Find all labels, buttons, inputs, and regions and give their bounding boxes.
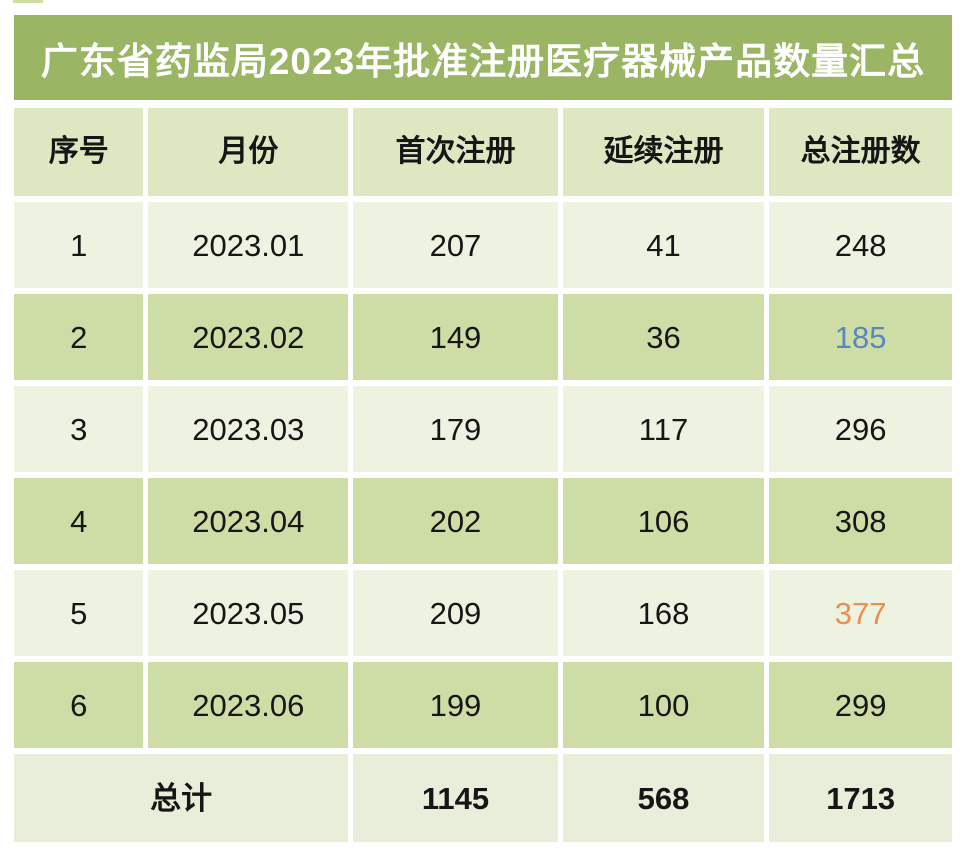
cell-row6-total: 299 — [769, 662, 952, 748]
cell-row5-renewal: 168 — [562, 570, 765, 656]
column-header-total: 总注册数 — [769, 108, 952, 196]
cell-row2-renewal: 36 — [562, 294, 765, 380]
cell-row2-no: 2 — [14, 294, 144, 380]
cell-row5-no: 5 — [14, 570, 144, 656]
cell-row4-renewal: 106 — [562, 478, 765, 564]
cell-row3-renewal: 117 — [562, 386, 765, 472]
cell-total-label: 总计 — [14, 754, 349, 842]
cell-total-first: 1145 — [353, 754, 558, 842]
cell-row1-month: 2023.01 — [148, 202, 349, 288]
cell-row1-first: 207 — [353, 202, 558, 288]
cell-row5-month: 2023.05 — [148, 570, 349, 656]
page-title: 广东省药监局2023年批准注册医疗器械产品数量汇总 — [14, 15, 952, 100]
cell-total-renewal: 568 — [562, 754, 765, 842]
cell-row3-first: 179 — [353, 386, 558, 472]
cell-row6-first: 199 — [353, 662, 558, 748]
cell-row5-first: 209 — [353, 570, 558, 656]
cell-row2-month: 2023.02 — [148, 294, 349, 380]
cell-total-total: 1713 — [769, 754, 952, 842]
cell-row5-total-highlighted-orange: 377 — [769, 570, 952, 656]
column-header-month: 月份 — [148, 108, 349, 196]
cell-row4-total: 308 — [769, 478, 952, 564]
cell-row1-renewal: 41 — [562, 202, 765, 288]
cell-row6-month: 2023.06 — [148, 662, 349, 748]
top-edge-artifact — [13, 0, 43, 3]
cell-row2-total-highlighted-blue: 185 — [769, 294, 952, 380]
cell-row6-renewal: 100 — [562, 662, 765, 748]
cell-row3-total: 296 — [769, 386, 952, 472]
column-header-renewal: 延续注册 — [562, 108, 765, 196]
column-header-first: 首次注册 — [353, 108, 558, 196]
cell-row3-month: 2023.03 — [148, 386, 349, 472]
cell-row4-no: 4 — [14, 478, 144, 564]
cell-row1-total: 248 — [769, 202, 952, 288]
cell-row4-first: 202 — [353, 478, 558, 564]
column-header-no: 序号 — [14, 108, 144, 196]
cell-row1-no: 1 — [14, 202, 144, 288]
cell-row4-month: 2023.04 — [148, 478, 349, 564]
cell-row2-first: 149 — [353, 294, 558, 380]
cell-row6-no: 6 — [14, 662, 144, 748]
registration-summary-table: 序号 月份 首次注册 延续注册 总注册数 1 2023.01 207 41 24… — [14, 108, 952, 842]
cell-row3-no: 3 — [14, 386, 144, 472]
